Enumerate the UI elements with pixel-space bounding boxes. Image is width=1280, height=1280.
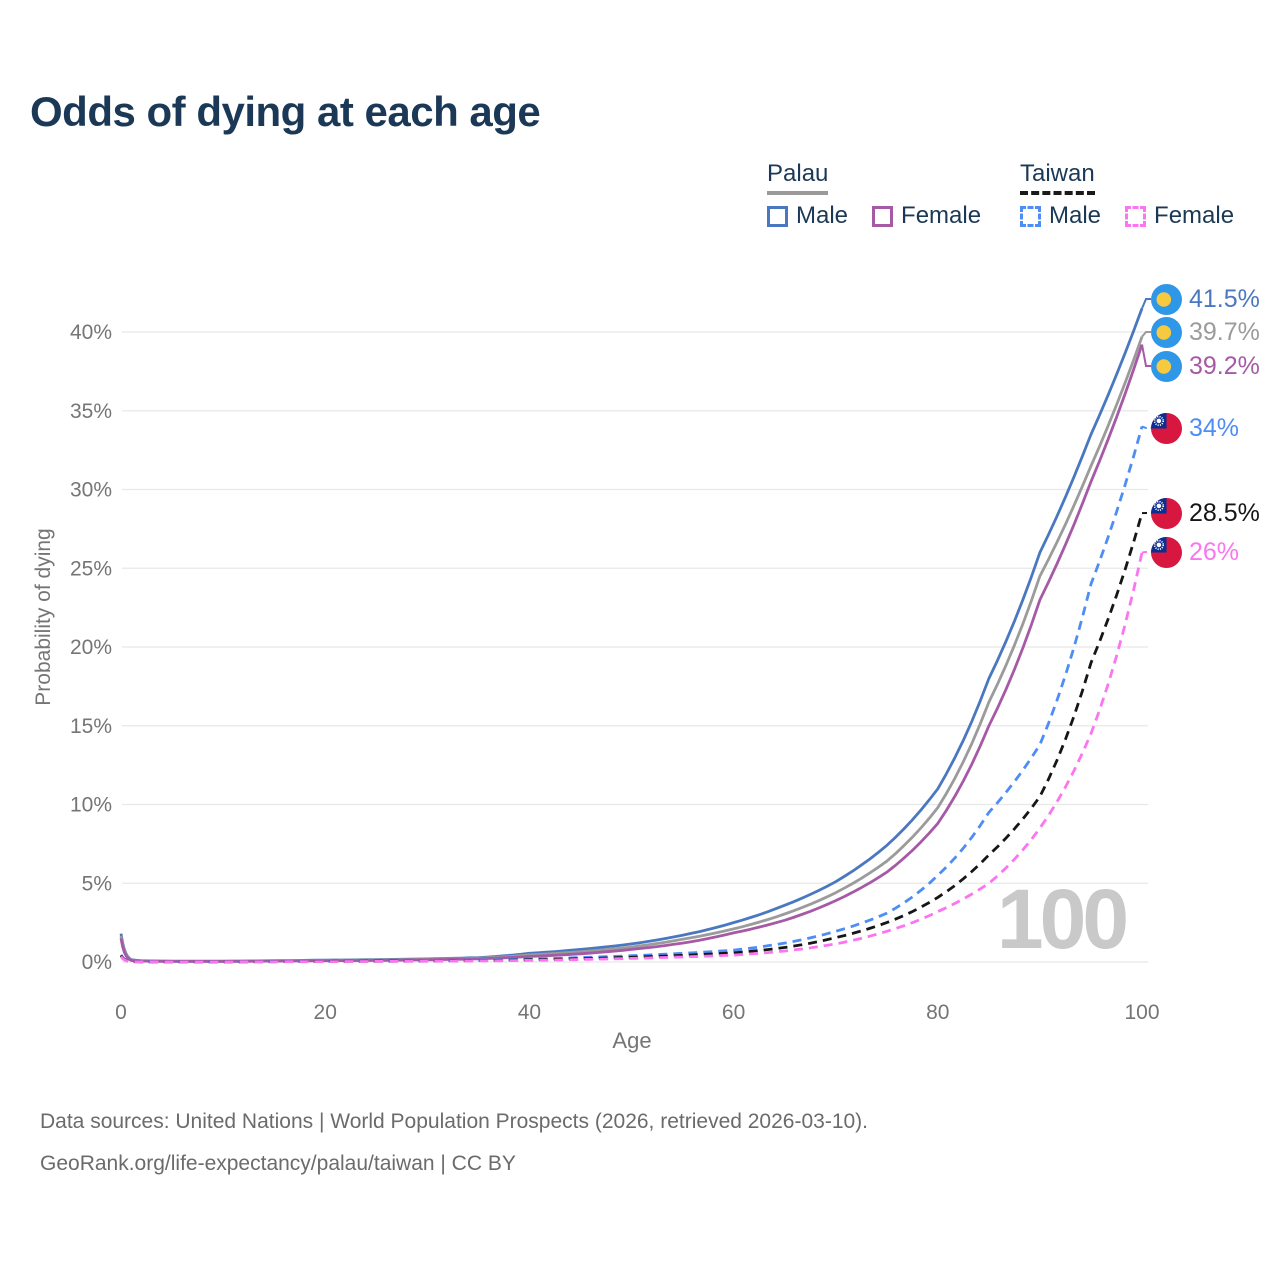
legend-country-palau: Palau (767, 160, 829, 195)
end-label-connector (1141, 298, 1151, 309)
age-watermark: 100 (997, 872, 1126, 966)
end-label-value: 34% (1189, 413, 1240, 442)
page-title: Odds of dying at each age (30, 88, 541, 135)
end-label-value: 41.5% (1189, 284, 1260, 313)
series-line-taiwan-male[interactable] (119, 426, 1144, 964)
series-line-taiwan-both-sexes[interactable] (119, 512, 1144, 964)
palau-female-swatch-icon (872, 205, 894, 227)
legend-item-taiwan-male[interactable]: Male (1020, 202, 1101, 230)
data-sources-note: Data sources: United Nations | World Pop… (40, 1110, 869, 1133)
y-tick-label: 15% (70, 715, 112, 738)
end-label-palau-both-sexes: 39.7% (1151, 316, 1260, 348)
legend-item-palau-male[interactable]: Male (767, 202, 848, 230)
x-tick-label: 20 (314, 1001, 337, 1024)
attribution-note: GeoRank.org/life-expectancy/palau/taiwan… (40, 1152, 516, 1175)
x-tick-label: 0 (115, 1001, 127, 1024)
y-tick-label: 35% (70, 400, 112, 423)
series-line-palau-both-sexes[interactable] (119, 336, 1144, 963)
taiwan-male-swatch-icon (1020, 205, 1041, 227)
end-label-connector (1141, 331, 1151, 338)
end-label-value: 28.5% (1189, 498, 1260, 527)
y-tick-label: 20% (70, 636, 112, 659)
end-label-value: 39.7% (1189, 317, 1260, 346)
x-tick-label: 40 (518, 1001, 541, 1024)
palau-flag-icon (1151, 316, 1182, 348)
end-label-connector (1141, 425, 1151, 429)
y-tick-label: 30% (70, 479, 112, 502)
end-label-taiwan-both-sexes: 28.5% (1151, 497, 1260, 529)
palau-male-swatch-icon (767, 205, 788, 227)
legend-country-taiwan: Taiwan (1020, 160, 1095, 195)
palau-flag-icon (1151, 283, 1182, 315)
palau-flag-icon (1151, 350, 1182, 382)
end-label-connector (1141, 551, 1151, 554)
end-label-palau-female: 39.2% (1151, 350, 1260, 382)
y-axis-title: Probability of dying (32, 528, 55, 706)
legend-group-taiwan: Taiwan Male Female (1020, 160, 1234, 230)
end-label-value: 39.2% (1189, 351, 1260, 380)
series-line-taiwan-female[interactable] (119, 552, 1144, 964)
end-label-taiwan-male: 34% (1151, 412, 1239, 444)
series-line-palau-male[interactable] (119, 307, 1144, 963)
series-line-palau-female[interactable] (119, 344, 1144, 963)
end-label-taiwan-female: 26% (1151, 536, 1239, 568)
x-tick-label: 100 (1124, 1001, 1159, 1024)
end-label-value: 26% (1189, 537, 1240, 566)
y-tick-label: 0% (82, 951, 112, 974)
legend-item-palau-female[interactable]: Female (872, 202, 981, 230)
taiwan-flag-icon (1151, 536, 1182, 568)
taiwan-flag-icon (1151, 497, 1182, 529)
x-tick-label: 60 (722, 1001, 745, 1024)
y-tick-label: 5% (82, 872, 112, 895)
taiwan-flag-icon (1151, 412, 1182, 444)
legend-item-taiwan-female[interactable]: Female (1125, 202, 1234, 230)
y-tick-label: 10% (70, 794, 112, 817)
end-label-palau-male: 41.5% (1151, 283, 1260, 315)
y-tick-label: 25% (70, 557, 112, 580)
x-axis-title: Age (612, 1028, 652, 1053)
x-tick-label: 80 (926, 1001, 949, 1024)
y-tick-label: 40% (70, 321, 112, 344)
legend-group-palau: Palau Male Female (767, 160, 981, 230)
end-label-connector (1141, 344, 1151, 367)
taiwan-female-swatch-icon (1125, 205, 1147, 227)
